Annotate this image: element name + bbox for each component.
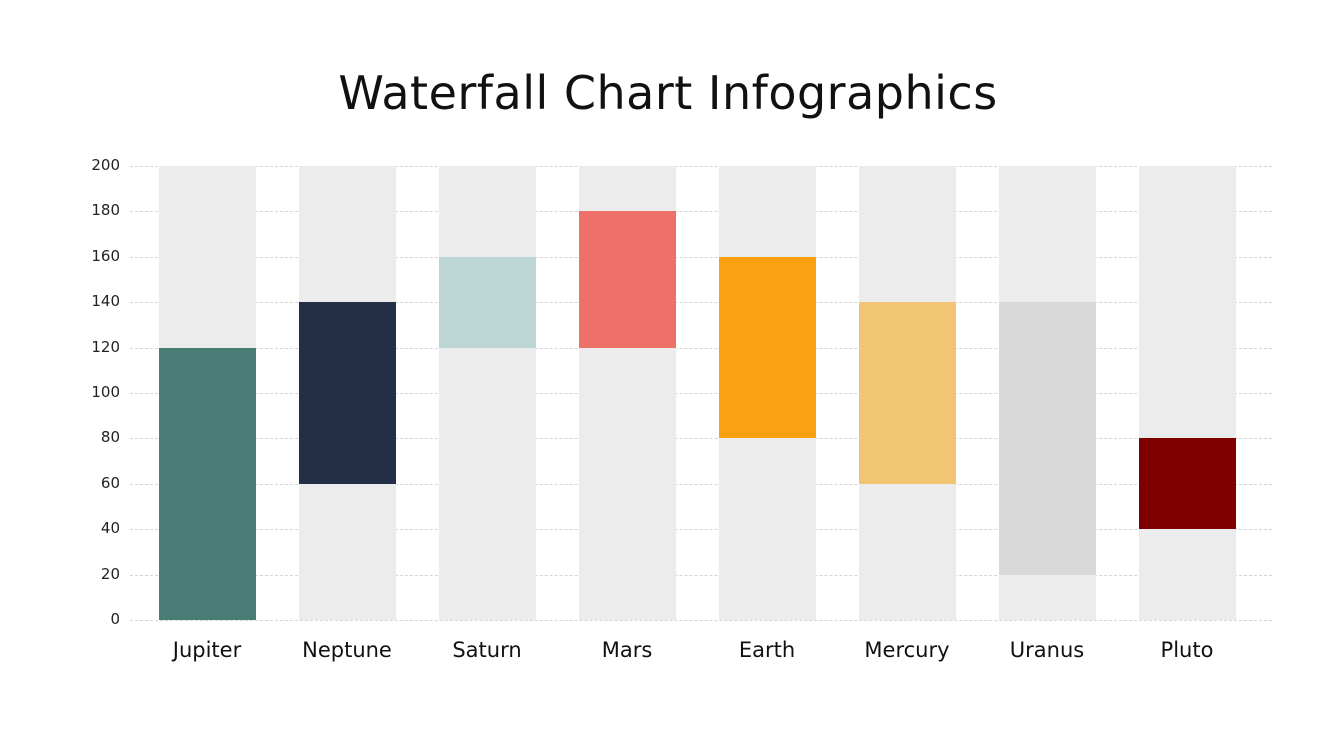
gridline xyxy=(130,347,1272,349)
gridline xyxy=(130,574,1272,576)
gridline xyxy=(130,211,1272,213)
bar-saturn xyxy=(439,256,536,348)
bar-neptune xyxy=(299,302,396,484)
gridline xyxy=(130,166,1272,167)
y-tick-label: 120 xyxy=(91,337,120,356)
x-axis-label: Neptune xyxy=(302,638,392,662)
y-tick-label: 140 xyxy=(91,292,120,311)
bar-track xyxy=(439,166,536,620)
gridline xyxy=(130,529,1272,531)
x-axis-label: Saturn xyxy=(452,638,522,662)
chart-title: Waterfall Chart Infographics xyxy=(338,66,998,120)
bar-earth xyxy=(719,256,816,439)
gridline xyxy=(130,620,1272,621)
bar-uranus xyxy=(999,302,1096,575)
y-tick-label: 160 xyxy=(91,246,120,265)
y-tick-label: 200 xyxy=(91,156,120,174)
bar-mars xyxy=(579,211,676,348)
gridline xyxy=(130,393,1272,394)
y-tick-label: 20 xyxy=(100,564,120,583)
x-axis-label: Mercury xyxy=(864,638,950,662)
x-axis-label: Jupiter xyxy=(172,638,242,662)
x-axis-label: Mars xyxy=(601,638,653,662)
bar-jupiter xyxy=(159,347,256,620)
y-tick-label: 100 xyxy=(91,383,120,401)
x-axis-label: Uranus xyxy=(1009,638,1085,662)
y-tick-label: 60 xyxy=(100,473,120,492)
bar-mercury xyxy=(859,302,956,484)
x-axis-label: Earth xyxy=(738,638,796,662)
gridline xyxy=(130,483,1272,485)
bar-track xyxy=(1139,166,1236,620)
x-axis-label: Pluto xyxy=(1160,638,1214,662)
y-tick-label: 180 xyxy=(91,201,120,220)
y-tick-label: 0 xyxy=(110,610,120,628)
bar-pluto xyxy=(1139,438,1236,530)
gridline xyxy=(130,438,1272,440)
gridline xyxy=(130,302,1272,304)
gridline xyxy=(130,256,1272,258)
y-tick-label: 40 xyxy=(100,519,120,538)
y-tick-label: 80 xyxy=(100,428,120,447)
